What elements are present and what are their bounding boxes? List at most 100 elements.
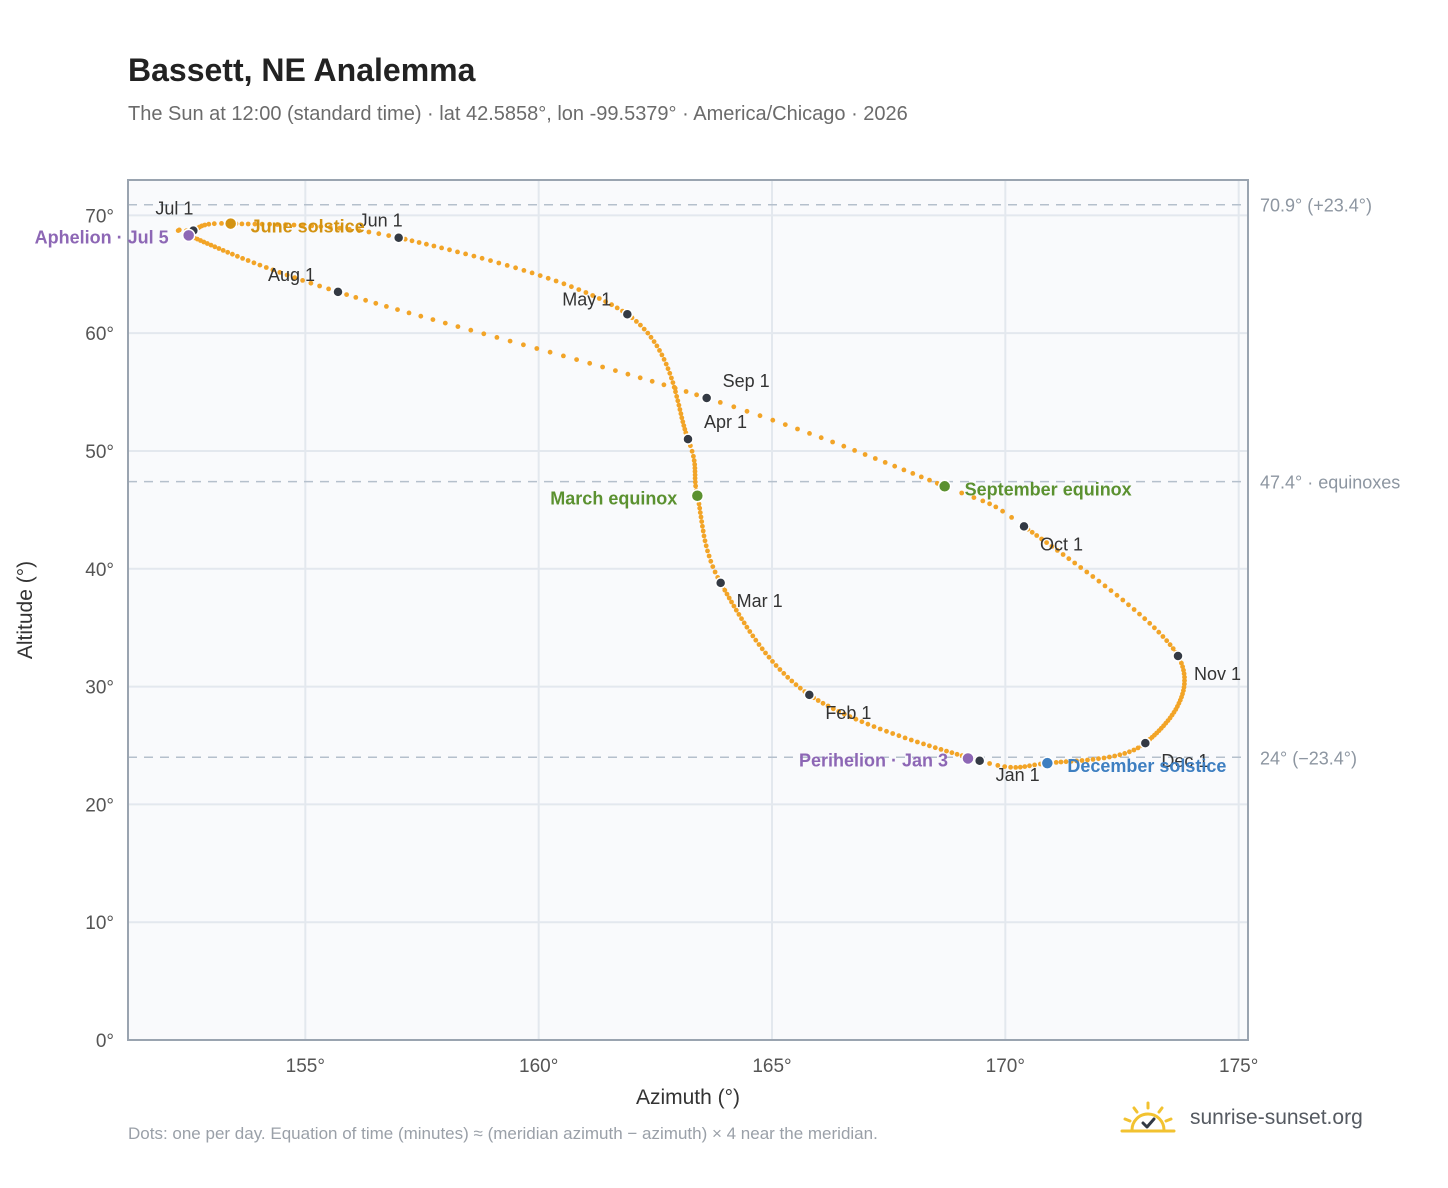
day-dot bbox=[777, 667, 783, 672]
day-dot bbox=[1090, 757, 1096, 762]
day-dot bbox=[561, 353, 566, 359]
day-dot bbox=[753, 637, 759, 643]
day-dot bbox=[1034, 533, 1040, 538]
day-dot bbox=[1084, 569, 1090, 575]
day-dot bbox=[384, 304, 389, 309]
y-axis-label: Altitude (°) bbox=[14, 561, 37, 659]
day-dot bbox=[353, 295, 359, 300]
day-dot bbox=[747, 629, 753, 634]
day-dot bbox=[529, 270, 535, 276]
day-dot bbox=[318, 224, 324, 230]
day-dot bbox=[641, 326, 647, 332]
day-dot bbox=[1127, 749, 1132, 755]
day-dot bbox=[418, 313, 424, 319]
day-dot bbox=[759, 646, 765, 652]
plot-frame bbox=[127, 179, 1249, 1041]
x-tick-label: 155° bbox=[286, 1056, 325, 1077]
day-dot bbox=[698, 514, 704, 520]
day-dot bbox=[853, 716, 859, 722]
day-dot bbox=[692, 479, 698, 485]
day-dot bbox=[675, 398, 681, 404]
day-dot bbox=[1147, 620, 1153, 626]
day-dot bbox=[661, 382, 667, 388]
day-dot bbox=[1135, 745, 1141, 751]
day-dot bbox=[270, 267, 276, 273]
day-dot bbox=[309, 223, 315, 229]
day-dot bbox=[634, 319, 639, 324]
day-dot bbox=[1126, 602, 1131, 608]
event-label: Aphelion · Jul 5 bbox=[35, 227, 169, 247]
day-dot bbox=[932, 745, 938, 751]
reference-label: 70.9° (+23.4°) bbox=[1260, 196, 1372, 216]
day-dot bbox=[496, 260, 502, 266]
y-tick-label: 30° bbox=[85, 678, 114, 699]
event-dot bbox=[223, 216, 238, 231]
brand[interactable]: sunrise-sunset.org bbox=[1120, 1100, 1363, 1136]
day-dot bbox=[308, 280, 314, 286]
day-dot bbox=[284, 272, 290, 278]
day-dot bbox=[468, 327, 474, 333]
day-dot bbox=[455, 324, 461, 329]
brand-name[interactable]: sunrise-sunset.org bbox=[1190, 1106, 1363, 1129]
day-dot bbox=[697, 505, 703, 511]
day-dot bbox=[1060, 552, 1066, 557]
day-dot bbox=[291, 222, 297, 228]
day-dot bbox=[672, 385, 678, 391]
month-dot bbox=[700, 392, 713, 404]
day-dot bbox=[1120, 597, 1126, 603]
day-dot bbox=[344, 292, 349, 297]
day-dot bbox=[263, 265, 269, 270]
day-dot bbox=[691, 458, 697, 463]
day-dot bbox=[1122, 751, 1128, 756]
day-dot bbox=[1182, 674, 1187, 680]
day-dot bbox=[757, 413, 763, 419]
month-dot bbox=[392, 231, 405, 244]
day-dot bbox=[1049, 544, 1055, 549]
day-dot bbox=[692, 472, 698, 478]
event-dot bbox=[961, 751, 975, 766]
day-dot bbox=[416, 240, 422, 245]
day-dot bbox=[225, 249, 231, 255]
day-dot bbox=[661, 357, 667, 362]
day-dot bbox=[836, 709, 842, 714]
x-tick-label: 160° bbox=[519, 1056, 558, 1077]
month-dot bbox=[621, 308, 634, 321]
day-dot bbox=[682, 426, 688, 432]
day-dot bbox=[701, 533, 707, 539]
day-dot bbox=[431, 243, 437, 249]
day-dot bbox=[703, 543, 709, 549]
day-dot bbox=[1090, 574, 1096, 579]
month-label: Oct 1 bbox=[1040, 534, 1083, 554]
month-dot bbox=[1172, 650, 1184, 662]
y-tick-label: 20° bbox=[85, 795, 114, 816]
day-dot bbox=[744, 408, 750, 414]
day-dot bbox=[733, 607, 739, 613]
day-dot bbox=[890, 731, 896, 736]
month-dot bbox=[714, 577, 727, 589]
day-dot bbox=[841, 711, 847, 717]
day-dot bbox=[204, 241, 210, 246]
month-label: Mar 1 bbox=[737, 591, 783, 611]
day-dot bbox=[683, 389, 689, 394]
day-dot bbox=[292, 275, 298, 281]
chart-title: Bassett, NE Analemma bbox=[128, 52, 476, 88]
event-markers: June solstice March equinox September equi… bbox=[35, 217, 1227, 777]
day-dot bbox=[731, 404, 737, 410]
day-dot bbox=[1068, 758, 1074, 764]
day-dot bbox=[847, 714, 853, 720]
sun-logo-icon bbox=[1120, 1101, 1176, 1133]
day-dot bbox=[993, 504, 999, 510]
day-dot bbox=[657, 348, 662, 353]
event-dot bbox=[937, 479, 952, 494]
day-dot bbox=[763, 650, 768, 656]
day-dot bbox=[744, 624, 750, 630]
day-dot bbox=[739, 616, 744, 622]
day-dot bbox=[553, 278, 559, 284]
month-label: Apr 1 bbox=[704, 412, 747, 432]
day-dot bbox=[859, 719, 865, 725]
day-dot bbox=[1000, 508, 1005, 514]
day-dot bbox=[219, 221, 224, 226]
month-label: Aug 1 bbox=[268, 265, 315, 285]
day-dot bbox=[750, 633, 756, 639]
month-label: Dec 1 bbox=[1161, 751, 1208, 771]
